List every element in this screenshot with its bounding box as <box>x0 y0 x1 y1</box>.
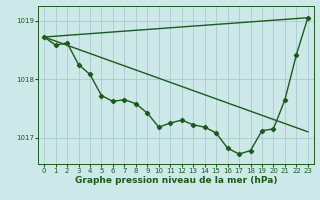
X-axis label: Graphe pression niveau de la mer (hPa): Graphe pression niveau de la mer (hPa) <box>75 176 277 185</box>
